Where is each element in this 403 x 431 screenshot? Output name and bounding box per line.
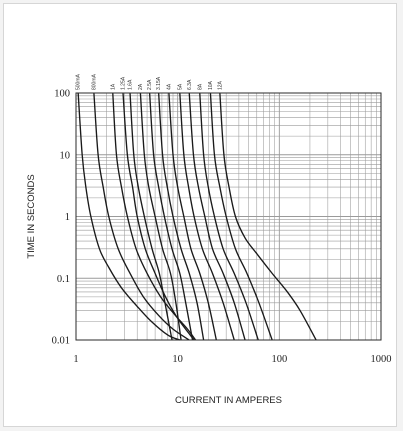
curve-rating-label: 2.5A xyxy=(147,79,153,90)
curve-rating-label: 2A xyxy=(138,83,144,90)
fuse-curve xyxy=(219,92,317,341)
curve-rating-label: 1.6A xyxy=(128,79,134,90)
y-axis-title: TIME IN SECONDS xyxy=(26,174,37,258)
fuse-curve xyxy=(122,92,195,341)
curve-rating-label: 4A xyxy=(166,83,172,90)
fuse-curve xyxy=(148,92,194,341)
plot-frame xyxy=(75,92,382,341)
fuse-curve xyxy=(77,92,181,341)
x-tick-label: 1 xyxy=(73,354,78,365)
y-tick-label: 10 xyxy=(60,150,71,161)
curve-labels: 500mA 800mA 1A 1.25A 1.6A 2A 2.5A 3.15A 4A 5A 6.3A… xyxy=(76,73,224,90)
fuse-curve xyxy=(157,92,205,341)
curve-rating-label: 10A xyxy=(208,80,214,90)
curve-rating-label: 3.15A xyxy=(156,76,162,90)
x-axis-title: CURRENT IN AMPERES xyxy=(175,395,282,406)
fuse-time-current-chart: 1 10 100 1000 100 10 1 0.1 0.01 500mA 800mA 1A 1.25… xyxy=(26,73,392,406)
fuse-curve xyxy=(199,92,259,341)
fuse-curve xyxy=(139,92,182,341)
y-tick-label: 1 xyxy=(65,212,70,223)
fuse-curve xyxy=(112,92,197,341)
fuse-curve xyxy=(93,92,190,341)
curve-rating-label: 1A xyxy=(110,83,116,90)
x-tick-label: 100 xyxy=(271,354,287,365)
y-tick-label: 0.01 xyxy=(52,336,70,347)
fuse-curve xyxy=(179,92,235,341)
curve-rating-label: 5A xyxy=(177,83,183,90)
fuse-curve xyxy=(168,92,217,341)
y-tick-label: 100 xyxy=(54,89,70,100)
x-tick-label: 10 xyxy=(172,354,183,365)
curves xyxy=(77,92,317,341)
tick-labels: 1 10 100 1000 100 10 1 0.1 0.01 xyxy=(52,89,392,366)
curve-rating-label: 1.25A xyxy=(121,76,127,90)
curve-rating-label: 8A xyxy=(197,83,203,90)
curve-rating-label: 800mA xyxy=(91,73,97,90)
chart-sheet: 1 10 100 1000 100 10 1 0.1 0.01 500mA 800mA 1A 1.25… xyxy=(3,3,397,427)
y-tick-label: 0.1 xyxy=(57,274,70,285)
curve-rating-label: 6.3A xyxy=(187,79,193,90)
x-tick-label: 1000 xyxy=(371,354,392,365)
curve-rating-label: 12A xyxy=(217,80,223,90)
fuse-curve xyxy=(129,92,173,341)
curve-rating-label: 500mA xyxy=(76,73,82,90)
fuse-curve xyxy=(209,92,273,341)
grid xyxy=(75,93,381,341)
fuse-curve xyxy=(188,92,246,341)
